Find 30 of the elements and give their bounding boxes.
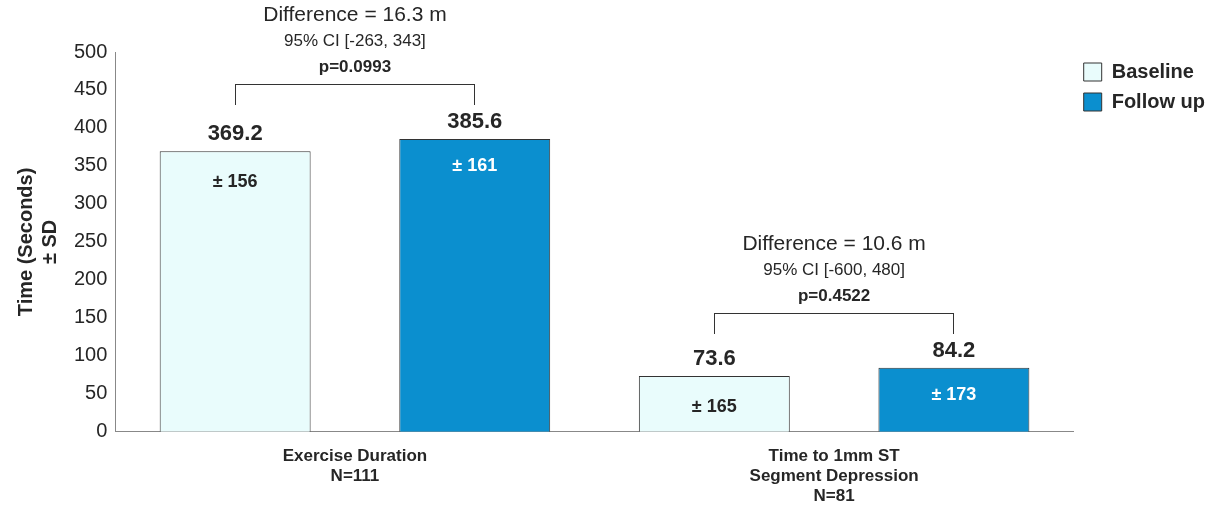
annotation: ± 156 <box>212 171 258 192</box>
y-tick-label: 450 <box>73 77 108 100</box>
y-tick-label: 350 <box>73 153 108 176</box>
y-tick-label: 250 <box>73 229 108 252</box>
annotation: ± 161 <box>452 154 498 175</box>
y-tick-label: 50 <box>85 381 108 404</box>
annotation: 95% CI [-600, 480] <box>763 259 905 279</box>
y-tick-label: 500 <box>73 39 108 62</box>
text: Difference = 16.3 m <box>263 1 447 25</box>
y-tick-label: 200 <box>73 267 108 290</box>
legend-label: Baseline <box>1111 59 1194 82</box>
x-tick-label: Exercise Duration N=111 <box>282 445 428 486</box>
annotation: p=0.4522 <box>797 285 871 305</box>
data-label: 385.6 <box>447 107 503 133</box>
legend-label: Follow up <box>1111 89 1205 112</box>
y-tick-label: 0 <box>96 419 108 442</box>
y-tick-label: 150 <box>73 305 108 328</box>
annotation: Difference = 10.6 m <box>742 230 926 254</box>
data-label: 73.6 <box>692 344 736 370</box>
data-label: 84.2 <box>932 336 976 362</box>
annotation: ± 165 <box>691 395 737 416</box>
x-tick-label: Time to 1mm ST Segment Depression N=81 <box>749 445 919 506</box>
y-tick-label: 300 <box>73 191 108 214</box>
data-label: 369.2 <box>207 120 263 146</box>
annotation: p=0.0993 <box>318 56 392 76</box>
annotation: ± 173 <box>931 383 977 404</box>
y-tick-label: 100 <box>73 343 108 366</box>
text: 95% CI [-263, 343] <box>284 30 426 50</box>
y-tick-label: 400 <box>73 115 108 138</box>
y-axis-title: Time (Seconds) ± SD <box>13 167 60 317</box>
